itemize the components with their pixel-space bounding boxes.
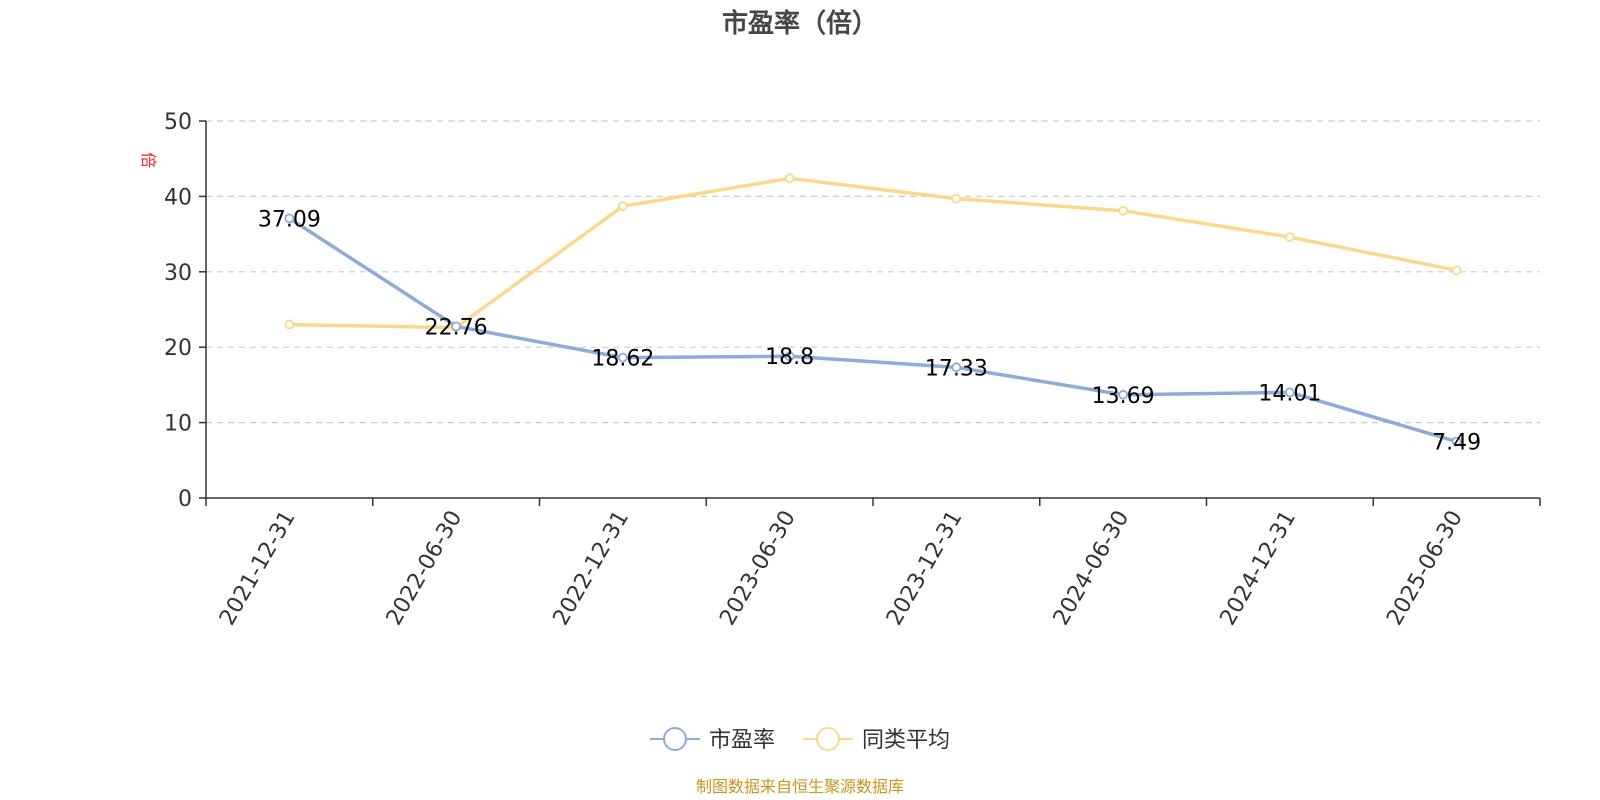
data-point[interactable]	[451, 321, 462, 332]
grid-lines	[206, 120, 1540, 424]
y-tick-label: 0	[178, 487, 192, 512]
x-tick-label: 2024-06-30	[1049, 507, 1135, 630]
data-label: 13.69	[1092, 384, 1155, 409]
source-note: 制图数据来自恒生聚源数据库	[696, 777, 904, 796]
y-tick-label: 10	[164, 412, 192, 437]
legend-item[interactable]: 市盈率	[650, 727, 775, 753]
data-point[interactable]	[1118, 205, 1129, 216]
x-tick-label: 2021-12-31	[215, 507, 301, 630]
data-point[interactable]	[951, 193, 962, 204]
legend-marker-icon	[663, 727, 687, 751]
series-lines	[284, 173, 1462, 447]
x-tick-label: 2025-06-30	[1382, 507, 1468, 630]
legend-item[interactable]: 同类平均	[803, 727, 950, 753]
data-labels: 37.09 22.76 18.62 18.8 17.33 13.69 14.01 7.49	[258, 207, 1481, 455]
legend[interactable]: 市盈率 同类平均	[650, 727, 950, 753]
chart-title: 市盈率（倍）	[722, 8, 878, 39]
legend-label: 同类平均	[862, 728, 950, 753]
data-point[interactable]	[951, 362, 962, 373]
data-point[interactable]	[1451, 265, 1462, 276]
data-label: 18.8	[765, 345, 814, 370]
y-tick-label: 20	[164, 336, 192, 361]
axes: 0 10 20 30 40 50 2021-12-31 2022-06-30 2022-12-3…	[164, 110, 1541, 630]
x-tick-label: 2022-12-31	[548, 507, 634, 630]
data-point[interactable]	[1284, 232, 1295, 243]
data-point[interactable]	[1451, 436, 1462, 447]
data-point[interactable]	[617, 352, 628, 363]
legend-marker-icon	[816, 727, 840, 751]
x-tick-label: 2024-12-31	[1215, 507, 1301, 630]
legend-label: 市盈率	[709, 728, 775, 753]
series-line	[289, 176, 1457, 330]
y-tick-label: 30	[164, 261, 192, 286]
x-tick-label: 2022-06-30	[382, 507, 468, 630]
data-label: 7.49	[1432, 431, 1481, 456]
data-point[interactable]	[1118, 389, 1129, 400]
y-tick-label: 50	[164, 110, 192, 135]
data-point[interactable]	[784, 173, 795, 184]
data-point[interactable]	[284, 213, 295, 224]
x-tick-label: 2023-12-31	[882, 507, 968, 630]
data-label: 17.33	[925, 356, 988, 381]
data-label: 18.62	[591, 347, 654, 372]
data-point[interactable]	[1284, 387, 1295, 398]
data-point[interactable]	[784, 351, 795, 362]
y-axis-unit: 倍	[139, 152, 158, 168]
data-point[interactable]	[284, 319, 295, 330]
data-point[interactable]	[617, 201, 628, 212]
data-label: 14.01	[1258, 381, 1321, 406]
series-line	[288, 216, 1458, 444]
data-label: 22.76	[425, 315, 488, 340]
data-label: 37.09	[258, 207, 321, 232]
x-tick-label: 2023-06-30	[715, 507, 801, 630]
y-tick-label: 40	[164, 185, 192, 210]
